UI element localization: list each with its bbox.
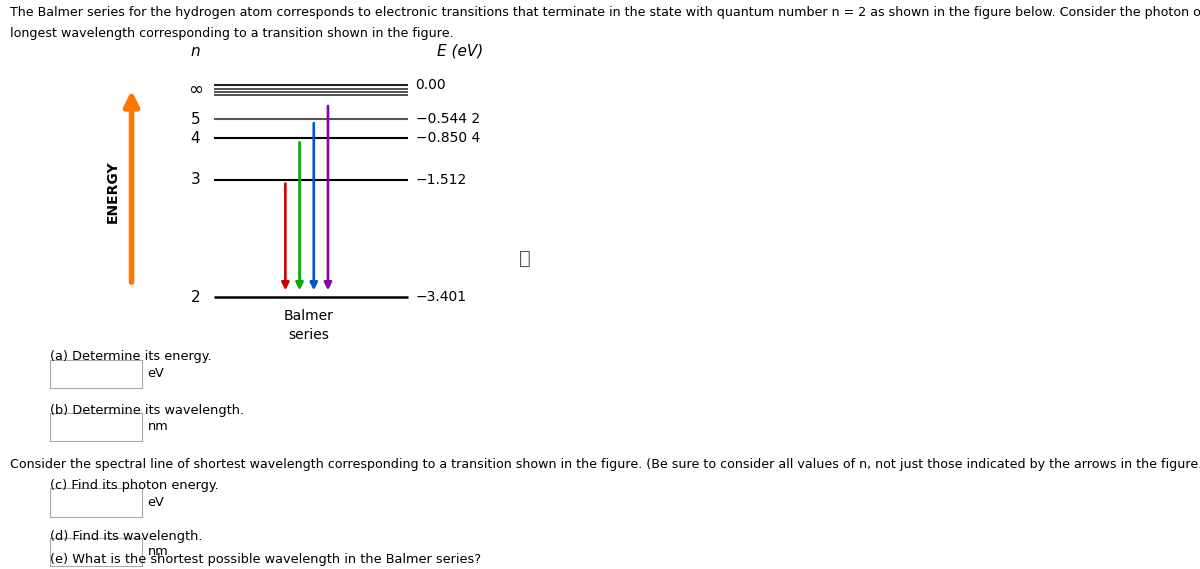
Text: −0.850 4: −0.850 4 [415,131,480,145]
Text: −1.512: −1.512 [415,172,467,187]
Text: 3: 3 [191,172,200,187]
Text: Balmer
series: Balmer series [284,309,334,342]
Text: ENERGY: ENERGY [106,160,120,222]
Text: eV: eV [148,368,164,380]
Text: (c) Find its photon energy.: (c) Find its photon energy. [50,479,220,492]
Text: n: n [191,44,200,59]
Text: (b) Determine its wavelength.: (b) Determine its wavelength. [50,404,245,417]
Text: 5: 5 [191,112,200,127]
Text: nm: nm [148,420,168,433]
Text: −3.401: −3.401 [415,291,467,304]
Text: E (eV): E (eV) [437,44,484,59]
Text: (e) What is the shortest possible wavelength in the Balmer series?: (e) What is the shortest possible wavele… [50,553,481,566]
Text: Consider the spectral line of shortest wavelength corresponding to a transition : Consider the spectral line of shortest w… [10,458,1200,471]
Text: (a) Determine its energy.: (a) Determine its energy. [50,350,212,363]
Text: 0.00: 0.00 [415,78,446,92]
Text: nm: nm [148,546,168,558]
Text: 4: 4 [191,131,200,146]
Text: eV: eV [148,496,164,509]
Text: The Balmer series for the hydrogen atom corresponds to electronic transitions th: The Balmer series for the hydrogen atom … [10,6,1200,19]
Text: −0.544 2: −0.544 2 [415,112,480,126]
Text: ⓘ: ⓘ [518,249,530,269]
Text: ∞: ∞ [188,81,203,99]
Text: 2: 2 [191,290,200,305]
Text: longest wavelength corresponding to a transition shown in the figure.: longest wavelength corresponding to a tr… [10,27,454,40]
Text: (d) Find its wavelength.: (d) Find its wavelength. [50,530,203,543]
